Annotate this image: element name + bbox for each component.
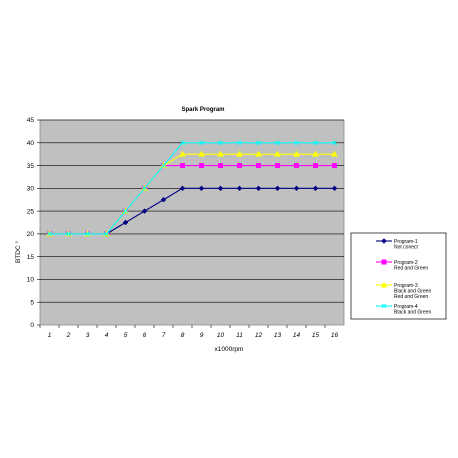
data-point [255, 185, 262, 192]
x-axis-label: x1000rpm [215, 346, 244, 353]
data-point [161, 163, 166, 168]
x-tick-label: 13 [274, 332, 282, 339]
data-point [122, 219, 129, 226]
data-point [123, 208, 128, 214]
data-point [274, 150, 281, 157]
data-point [85, 231, 90, 237]
y-tick-label: 40 [27, 140, 35, 147]
data-point [66, 231, 71, 237]
series-group [46, 140, 338, 237]
series-line [49, 142, 335, 235]
data-point [332, 163, 337, 169]
data-point [198, 185, 205, 192]
data-point [179, 150, 186, 157]
data-point [256, 140, 261, 146]
data-point [217, 150, 224, 157]
x-tick-label: 8 [181, 332, 185, 339]
x-tick-label: 14 [293, 332, 301, 339]
legend-sublabel: Black and Green [394, 289, 431, 295]
data-point [331, 185, 338, 192]
data-point [332, 140, 337, 146]
x-axis-ticks: 1 2 3 4 5 6 7 8 9 10 11 12 13 14 15 16 [39, 325, 339, 339]
chart-title: Spark Program [181, 107, 224, 113]
y-tick-label: 25 [27, 208, 35, 215]
y-axis-ticks: 0 5 10 15 20 25 30 35 40 45 [27, 117, 40, 329]
legend-swatch-marker [381, 303, 387, 309]
data-point [275, 163, 280, 169]
data-point [160, 197, 167, 203]
legend-label: Program-4 [394, 304, 418, 310]
y-tick-label: 45 [27, 117, 35, 124]
data-point [237, 163, 242, 169]
legend-sublabel: Black and Green [394, 310, 431, 316]
data-point [255, 150, 262, 157]
data-point [294, 163, 299, 169]
legend-sublabel: Red and Green [394, 294, 428, 300]
x-tick-label: 9 [200, 332, 204, 339]
data-point [199, 140, 204, 146]
legend-box [350, 232, 447, 320]
data-point [199, 163, 204, 169]
data-point [47, 231, 52, 237]
x-tick-label: 3 [86, 332, 90, 339]
data-point [141, 208, 148, 214]
data-point [331, 150, 338, 157]
data-point [218, 163, 223, 169]
x-tick-label: 1 [48, 332, 52, 339]
legend-label: Program-2 [394, 260, 418, 266]
y-tick-label: 0 [30, 322, 34, 329]
data-point [275, 140, 280, 146]
y-tick-label: 30 [27, 186, 35, 193]
y-tick-label: 10 [27, 277, 35, 284]
legend-sublabel: Red and Green [394, 266, 428, 272]
data-point [180, 163, 185, 169]
x-tick-label: 7 [162, 332, 166, 339]
x-tick-label: 16 [331, 332, 339, 339]
data-point [312, 185, 319, 192]
y-tick-label: 15 [27, 254, 35, 261]
legend-swatch-marker [380, 281, 388, 288]
data-point [313, 163, 318, 169]
y-axis-label: BTDC ° [14, 241, 22, 264]
x-tick-label: 6 [143, 332, 147, 339]
data-point [236, 185, 243, 192]
legend-sublabel: Not conect [394, 245, 419, 251]
x-tick-label: 12 [255, 332, 263, 339]
x-tick-label: 5 [124, 332, 128, 339]
data-point [293, 185, 300, 192]
x-tick-label: 2 [66, 332, 71, 339]
y-tick-label: 35 [27, 163, 35, 170]
x-tick-label: 15 [312, 332, 320, 339]
x-tick-label: 11 [236, 332, 243, 339]
data-point [142, 185, 147, 191]
data-point [294, 140, 299, 146]
legend-swatch-marker [381, 259, 387, 265]
data-point [104, 231, 109, 237]
data-point [217, 185, 224, 192]
data-point [198, 150, 205, 157]
data-point [312, 150, 319, 157]
series-program-4 [47, 140, 337, 237]
data-point [313, 140, 318, 146]
data-point [274, 185, 281, 192]
legend-swatch-marker [381, 238, 387, 244]
data-point [180, 140, 185, 146]
data-point [256, 163, 261, 169]
y-tick-label: 20 [27, 231, 35, 238]
data-point [293, 150, 300, 157]
legend-label: Program-1 [394, 239, 418, 245]
data-point [179, 185, 186, 192]
data-point [218, 140, 223, 146]
legend-label: Program-3 [394, 283, 418, 289]
y-tick-label: 5 [30, 299, 34, 306]
x-tick-label: 4 [105, 332, 109, 339]
x-tick-label: 10 [217, 332, 225, 339]
data-point [237, 140, 242, 146]
plot-area [39, 119, 345, 326]
data-point [236, 150, 243, 157]
